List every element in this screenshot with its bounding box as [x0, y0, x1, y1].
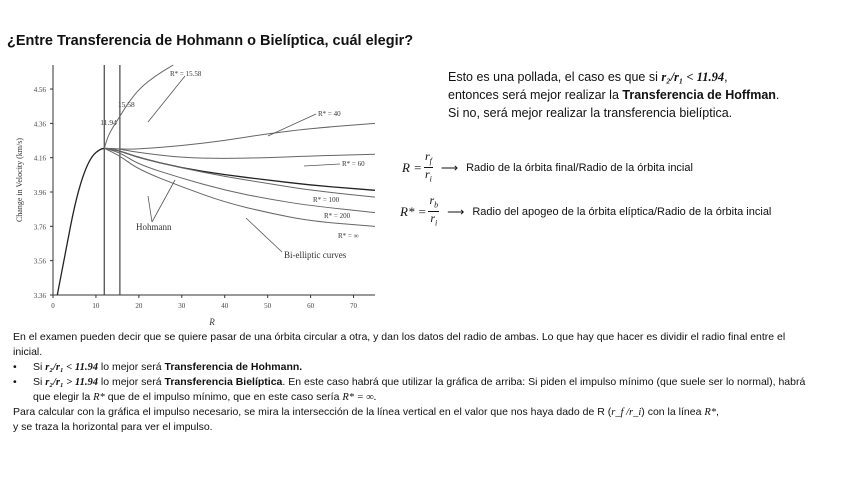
bullet-bielliptic: • Si r₂/r₁ > 11.94 lo mejor será Transfe… [13, 375, 813, 405]
b2-rest: . En este caso habrá que utilizar la grá… [33, 376, 806, 403]
vline-label: 15.58 [118, 100, 135, 109]
chart-annotation: R* = 40 [318, 110, 341, 118]
chart-annotation: R* = 15.58 [170, 70, 202, 78]
page-title: ¿Entre Transferencia de Hohmann o Bielíp… [7, 33, 414, 49]
r-num: r [424, 149, 430, 163]
b1-pre: Si [33, 361, 46, 373]
bullet-dot: • [13, 376, 17, 388]
vline-label: 11.94 [100, 118, 117, 127]
right-arrow-icon: ⟶ [440, 160, 459, 175]
series-line-4 [104, 147, 376, 198]
explanation-last-line2: y se traza la horizontal para ver el imp… [13, 421, 213, 433]
leader-line [147, 195, 153, 223]
intro-paragraph: Esto es una pollada, el caso es que si r… [448, 68, 793, 122]
rstar-formula-lhs: R* = [400, 203, 427, 219]
rs-den: r [430, 211, 436, 226]
last-frac: r_f /r_i [611, 407, 642, 418]
rstar-definition-text: Radio del apogeo de la órbita elíptica/R… [472, 205, 772, 218]
delta-v-chart: 3.36 3.56 3.76 3.96 4.16 4.36 4.56 0 10 20 30 40 50 6… [15, 64, 376, 327]
chart-annotation: Bi-elliptic curves [284, 250, 347, 260]
y-tick-label: 3.56 [34, 258, 47, 266]
last-rs: R* [704, 407, 717, 418]
y-tick-label: 3.76 [34, 223, 47, 231]
series-line-0 [56, 147, 376, 296]
b2-math: r₂/r₁ > 11.94 [45, 377, 98, 388]
y-tick-label: 4.56 [34, 86, 47, 94]
b2-mid: lo mejor será [97, 376, 165, 388]
y-tick-label: 4.16 [34, 155, 47, 163]
r-definition-text: Radio de la órbita final/Radio de la órb… [466, 161, 693, 174]
leader-line [151, 179, 176, 223]
y-tick-label: 3.96 [34, 189, 47, 197]
b2-pre: Si [33, 376, 46, 388]
rs-den-sub: i [435, 218, 438, 228]
x-tick-label: 70 [350, 302, 358, 310]
b1-bold: Transferencia de Hohmann. [164, 361, 303, 373]
rs-num-sub: b [434, 200, 439, 210]
right-arrow-icon: ⟶ [447, 204, 465, 219]
x-axis-label: R [208, 317, 215, 327]
leader-line [147, 75, 186, 123]
intro-text-2: , [724, 70, 728, 84]
definition-rstar: R* = rb ri ⟶ Radio del apogeo de la órbit… [400, 194, 771, 230]
r-formula-lhs: R = [402, 159, 422, 175]
explanation-text: En el examen pueden decir que se quiere … [13, 330, 813, 435]
r-num-sub: f [429, 156, 432, 166]
x-tick-label: 30 [178, 302, 186, 310]
x-tick-label: 60 [307, 302, 315, 310]
leader-line [267, 113, 317, 137]
explanation-line-1: En el examen pueden decir que se quiere … [13, 331, 786, 358]
series-line-1 [103, 64, 174, 149]
x-tick-label: 20 [135, 302, 143, 310]
leader-line [303, 163, 341, 167]
x-tick-label: 0 [51, 302, 55, 310]
x-tick-label: 40 [221, 302, 229, 310]
last-pre: Para calcular con la gráfica el impulso … [13, 406, 612, 418]
intro-text-3: entonces será mejor realizar la [448, 88, 623, 102]
y-axis-label: Change in Velocity (km/s) [15, 138, 24, 222]
bullet-dot: • [13, 361, 17, 373]
intro-bold-hoffman: Transferencia de Hoffman [622, 88, 776, 102]
chart-annotation: R* = 100 [313, 196, 340, 204]
x-tick-label: 50 [264, 302, 272, 310]
r-den-sub: i [429, 174, 432, 184]
r-den: r [424, 167, 430, 182]
chart-axes [52, 65, 375, 296]
rstar-formula: R* = rb ri [400, 194, 441, 230]
rs-num: r [429, 193, 435, 207]
leader-line [245, 217, 283, 253]
chart-annotation: Hohmann [136, 222, 172, 232]
y-tick-label: 4.36 [34, 120, 47, 128]
b2-rs: R* [93, 392, 105, 403]
explanation-last: Para calcular con la gráfica el impulso … [13, 405, 813, 420]
intro-text-4: . Si no, será mejor realizar la transfer… [448, 88, 780, 120]
b1-mid: lo mejor será [97, 361, 165, 373]
r-formula: R = rf ri [402, 150, 435, 186]
bullet-hohmann: • Si r₂/r₁ < 11.94 lo mejor será Transfe… [13, 360, 813, 375]
b1-math: r₂/r₁ < 11.94 [45, 362, 98, 373]
last-mid: ) con la línea [641, 406, 705, 418]
series-line-5 [104, 147, 376, 214]
definition-r: R = rf ri ⟶ Radio de la órbita final/Radi… [402, 150, 693, 186]
series-line-6 [104, 147, 376, 227]
last-post: , [716, 406, 719, 418]
series-line-3 [104, 147, 376, 159]
intro-text-1: Esto es una pollada, el caso es que si [448, 70, 662, 84]
b2-eq: R* = ∞. [342, 392, 377, 403]
chart-annotation: R* = 60 [342, 160, 365, 168]
b2-rest2: que de el impulso mínimo, que en este ca… [104, 391, 343, 403]
intro-condition: r₂/r₁ < 11.94 [661, 70, 725, 84]
x-tick-label: 10 [92, 302, 100, 310]
b2-bold: Transferencia Bielíptica [164, 376, 283, 388]
chart-annotation: R* = ∞ [338, 232, 359, 240]
y-tick-label: 3.36 [34, 292, 47, 300]
chart-annotation: R* = 200 [324, 212, 351, 220]
series-line-2 [104, 122, 376, 150]
